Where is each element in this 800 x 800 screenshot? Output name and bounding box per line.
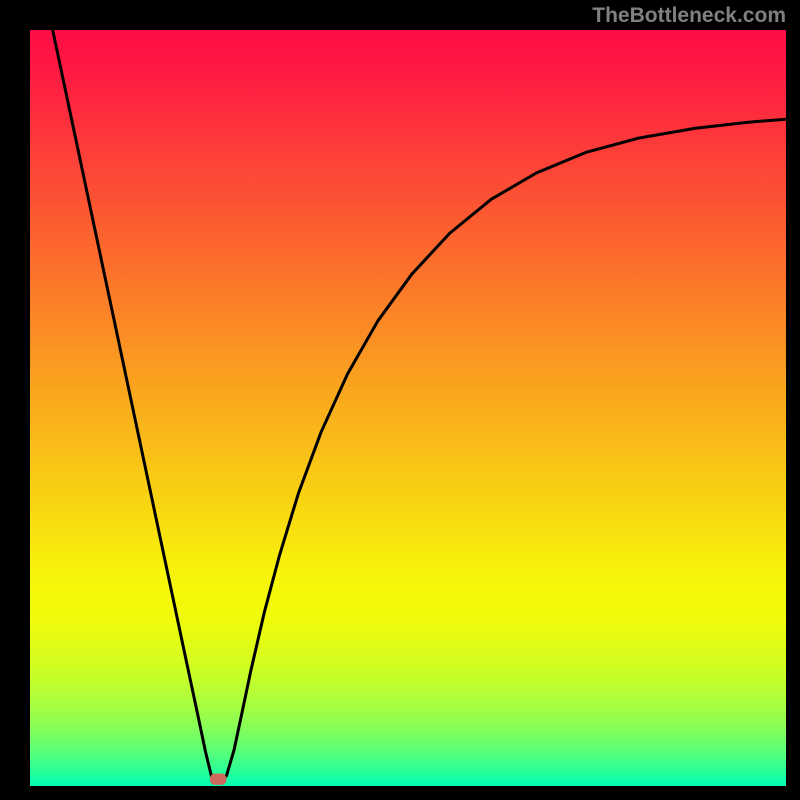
optimal-point-marker: [210, 774, 227, 785]
chart-frame: TheBottleneck.com: [0, 0, 800, 800]
bottleneck-chart: [0, 0, 800, 800]
source-watermark: TheBottleneck.com: [592, 4, 786, 28]
plot-background: [30, 30, 786, 786]
